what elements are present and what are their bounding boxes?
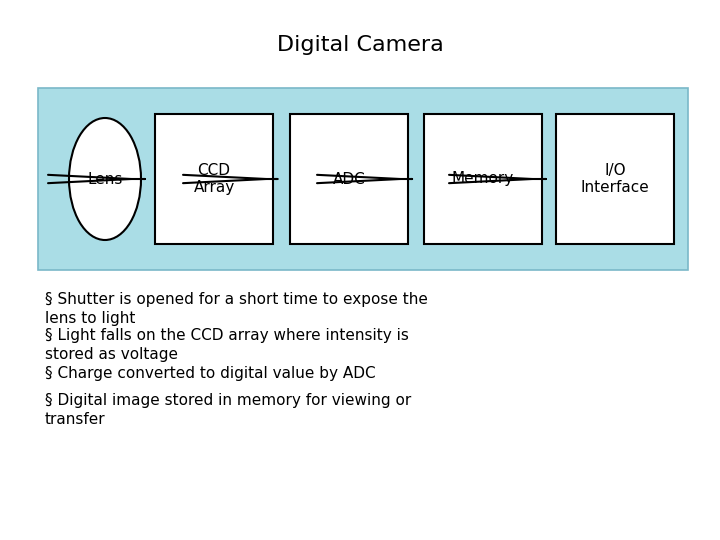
Text: § Digital image stored in memory for viewing or
transfer: § Digital image stored in memory for vie… xyxy=(45,393,411,427)
Text: Digital Camera: Digital Camera xyxy=(276,35,444,55)
Bar xyxy=(155,114,273,244)
Text: Lens: Lens xyxy=(87,172,122,186)
Text: § Shutter is opened for a short time to expose the
lens to light: § Shutter is opened for a short time to … xyxy=(45,292,428,326)
Text: I/O
Interface: I/O Interface xyxy=(580,163,649,195)
Text: § Light falls on the CCD array where intensity is
stored as voltage: § Light falls on the CCD array where int… xyxy=(45,328,409,362)
Bar xyxy=(290,114,408,244)
Bar xyxy=(424,114,542,244)
Ellipse shape xyxy=(69,118,141,240)
Bar xyxy=(38,88,688,270)
Text: § Charge converted to digital value by ADC: § Charge converted to digital value by A… xyxy=(45,366,376,381)
Bar xyxy=(556,114,674,244)
Text: ADC: ADC xyxy=(333,172,365,186)
Text: CCD
Array: CCD Array xyxy=(194,163,235,195)
Text: Memory: Memory xyxy=(452,172,514,186)
